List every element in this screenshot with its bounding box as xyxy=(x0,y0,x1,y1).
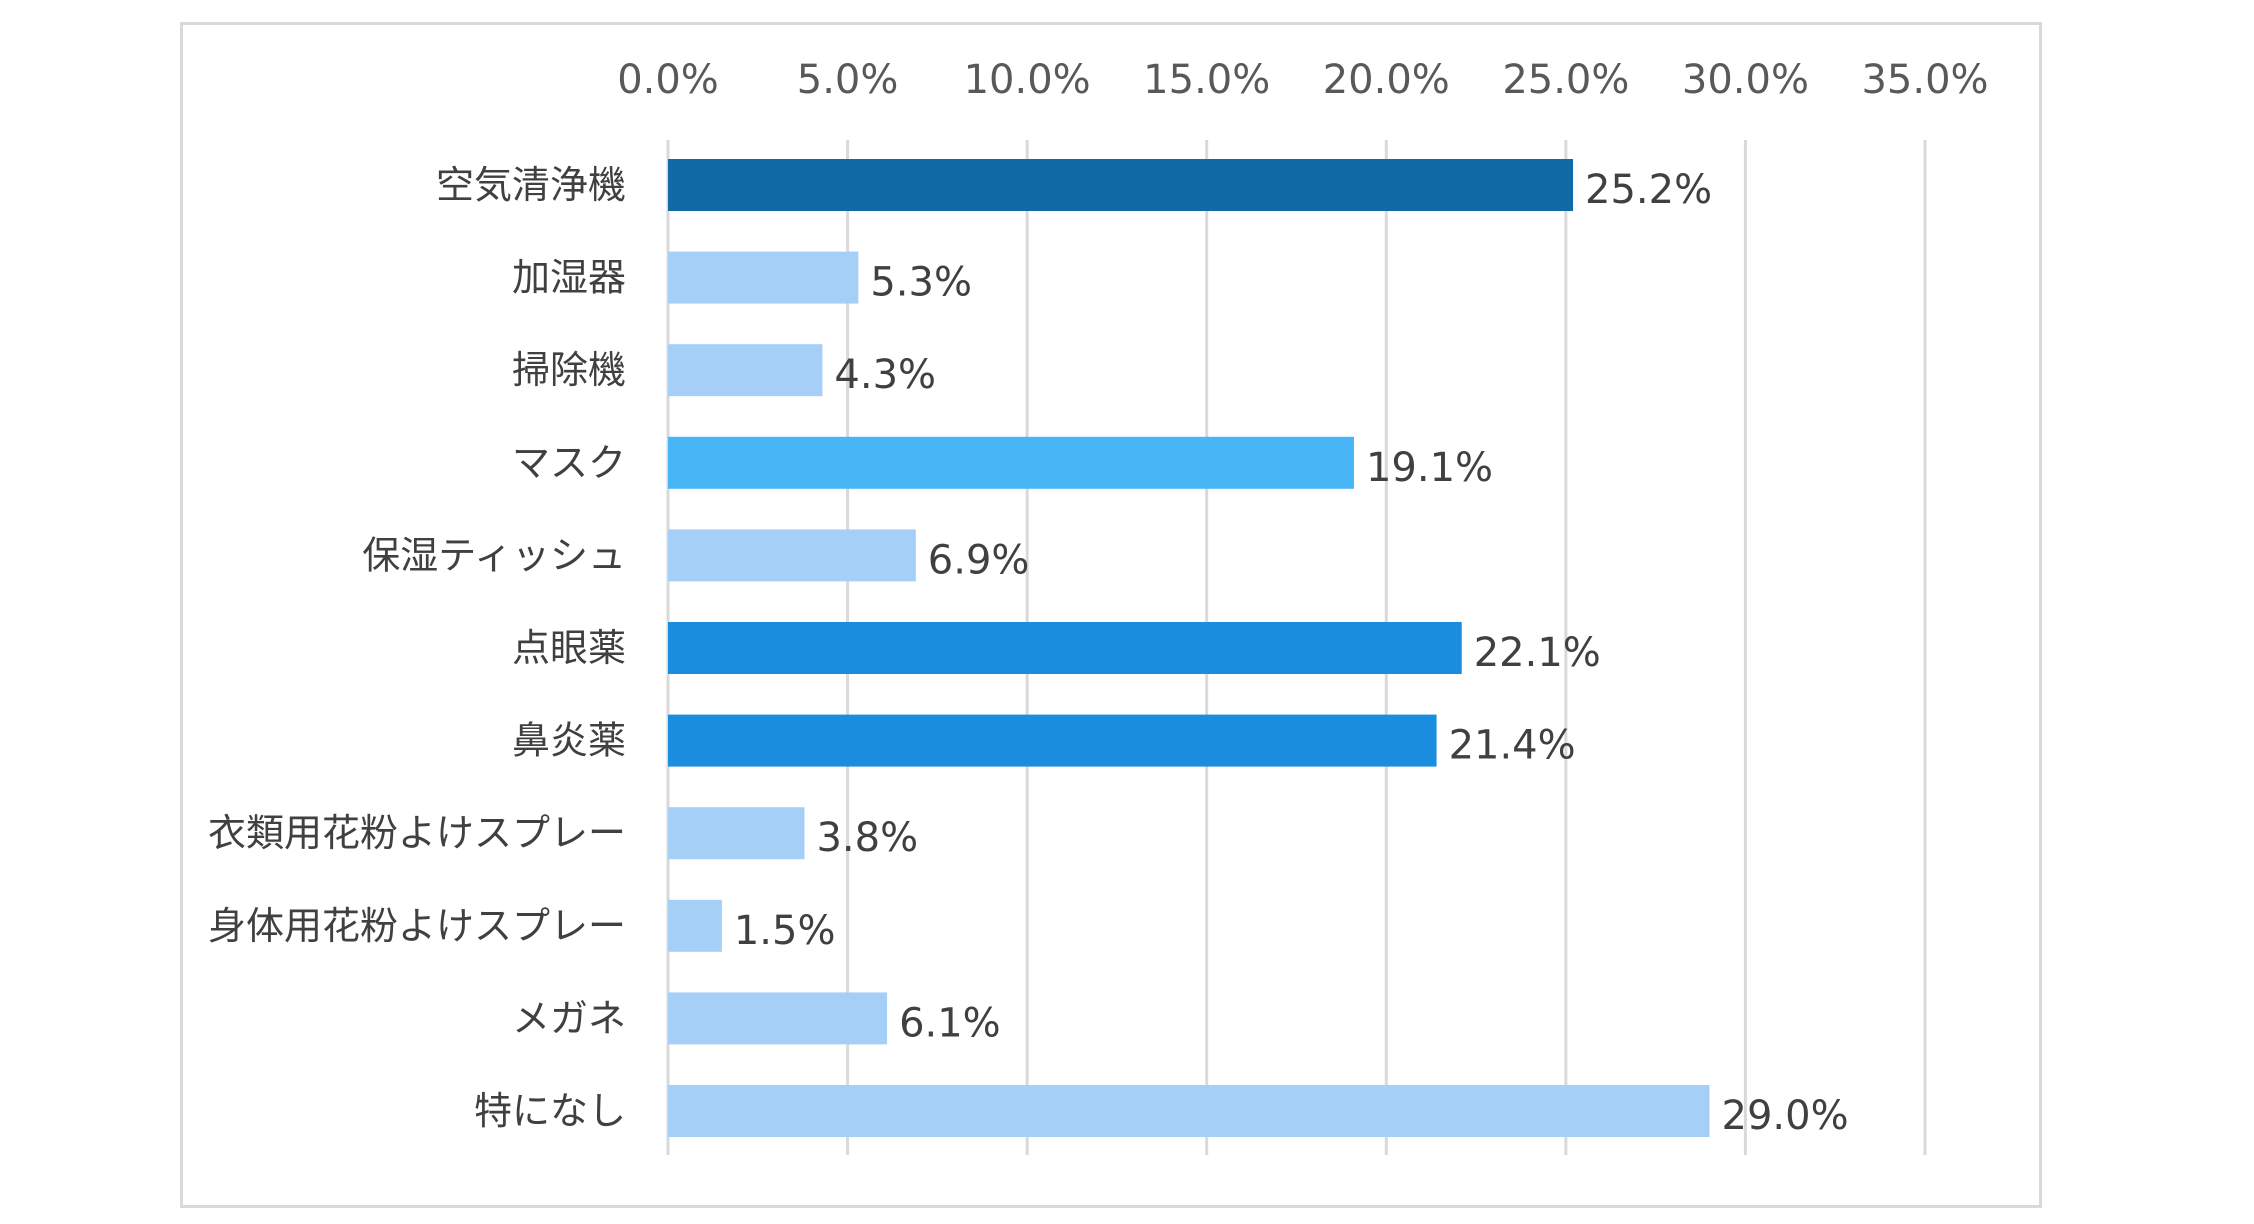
bar xyxy=(668,992,888,1045)
bar xyxy=(668,251,859,304)
x-axis-tick-labels: 0.0% 5.0% 10.0% 15.0% 20.0% 25.0% 30.0% 35.0% xyxy=(617,57,1988,103)
x-tick-label: 0.0% xyxy=(617,57,719,103)
category-label: マスク xyxy=(512,441,626,485)
bars xyxy=(668,159,1710,1137)
category-label: 点眼薬 xyxy=(512,626,626,670)
category-label: 身体用花粉よけスプレー xyxy=(208,904,626,948)
category-label: 掃除機 xyxy=(512,348,626,392)
category-label: 鼻炎薬 xyxy=(512,719,626,763)
x-tick-label: 35.0% xyxy=(1861,57,1988,103)
data-label: 25.2% xyxy=(1585,167,1712,213)
x-tick-label: 25.0% xyxy=(1502,57,1629,103)
data-label: 5.3% xyxy=(870,260,972,306)
data-label: 21.4% xyxy=(1449,723,1576,769)
category-label: 空気清浄機 xyxy=(436,163,626,207)
data-labels: 25.2% 5.3% 4.3% 19.1% 6.9% 22.1% 21.4% 3.8% 1.5%… xyxy=(734,167,1849,1139)
category-label: メガネ xyxy=(512,996,626,1040)
data-label: 3.8% xyxy=(816,815,918,861)
data-label: 6.1% xyxy=(899,1000,1001,1046)
data-label: 6.9% xyxy=(928,537,1030,583)
category-label: 特になし xyxy=(474,1089,626,1133)
x-tick-label: 30.0% xyxy=(1682,57,1809,103)
bar xyxy=(668,807,805,860)
x-tick-label: 20.0% xyxy=(1323,57,1450,103)
bar xyxy=(668,159,1574,211)
x-tick-label: 5.0% xyxy=(797,57,899,103)
bar xyxy=(668,622,1462,674)
bar xyxy=(668,344,823,397)
category-label: 保湿ティッシュ xyxy=(362,533,626,577)
bar-chart: 0.0% 5.0% 10.0% 15.0% 20.0% 25.0% 30.0% 35.0% 空… xyxy=(208,57,1989,1155)
data-label: 1.5% xyxy=(734,908,836,954)
category-labels: 空気清浄機加湿器掃除機マスク保湿ティッシュ点眼薬鼻炎薬衣類用花粉よけスプレー身体… xyxy=(208,163,626,1133)
category-label: 衣類用花粉よけスプレー xyxy=(208,811,626,855)
chart-frame: 0.0% 5.0% 10.0% 15.0% 20.0% 25.0% 30.0% 35.0% 空… xyxy=(180,22,2042,1208)
bar xyxy=(668,529,916,582)
category-label: 加湿器 xyxy=(512,256,626,300)
bar xyxy=(668,714,1437,767)
data-label: 19.1% xyxy=(1366,445,1493,491)
data-label: 29.0% xyxy=(1722,1093,1849,1139)
data-label: 22.1% xyxy=(1474,630,1601,676)
x-tick-label: 10.0% xyxy=(964,57,1091,103)
data-label: 4.3% xyxy=(834,352,936,398)
bar xyxy=(668,899,722,952)
x-tick-label: 15.0% xyxy=(1143,57,1270,103)
bar xyxy=(668,436,1354,489)
bar xyxy=(668,1085,1710,1137)
